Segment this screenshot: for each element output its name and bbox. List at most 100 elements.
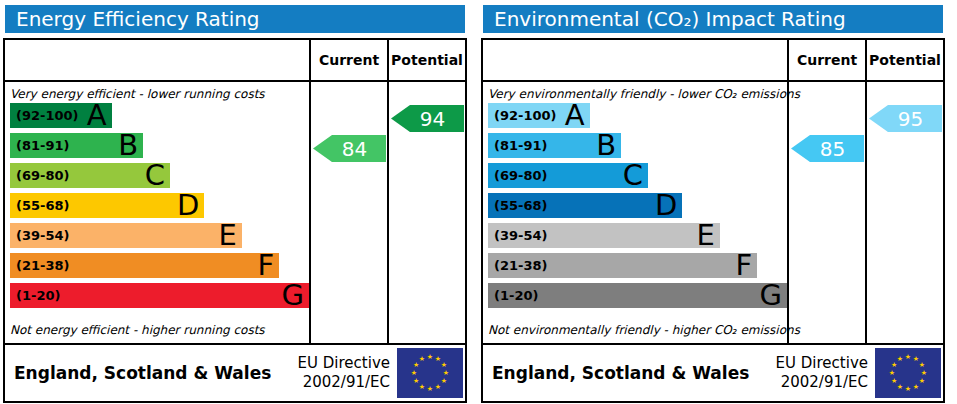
band-a: (92-100) A bbox=[10, 103, 112, 128]
band-letter: B bbox=[596, 133, 621, 158]
eu-flag-star: ★ bbox=[890, 377, 898, 385]
bottom-caption: Not energy efficient - higher running co… bbox=[5, 320, 309, 341]
rating-charts: Energy Efficiency Rating Current Potenti… bbox=[0, 0, 957, 403]
band-d: (55-68) D bbox=[488, 193, 682, 218]
table-head-row: Current Potential bbox=[483, 40, 943, 82]
eu-flag-icon: ★★★★★★★★★★★★ bbox=[397, 348, 463, 398]
band-f: (21-38) F bbox=[10, 253, 279, 278]
potential-column-header: Potential bbox=[387, 40, 465, 80]
top-caption: Very energy efficient - lower running co… bbox=[5, 84, 309, 103]
band-letter: E bbox=[218, 223, 241, 248]
table-main-row: Very energy efficient - lower running co… bbox=[5, 82, 465, 343]
band-range: (92-100) bbox=[488, 108, 557, 123]
region-label: England, Scotland & Wales bbox=[483, 363, 749, 383]
band-letter: C bbox=[623, 163, 648, 188]
band-range: (81-91) bbox=[10, 138, 69, 153]
bands-header-cell bbox=[5, 40, 309, 80]
eu-flag-star: ★ bbox=[426, 353, 434, 361]
eu-flag-star: ★ bbox=[440, 361, 448, 369]
band-range: (81-91) bbox=[488, 138, 547, 153]
chart-title-bar: Energy Efficiency Rating bbox=[5, 5, 465, 33]
eu-flag-star: ★ bbox=[410, 369, 418, 377]
band-range: (1-20) bbox=[488, 288, 538, 303]
rating-table: Current Potential Very energy efficient … bbox=[3, 38, 467, 403]
band-letter: D bbox=[177, 193, 204, 218]
band-range: (69-80) bbox=[488, 168, 547, 183]
band-letter: E bbox=[696, 223, 719, 248]
top-caption: Very environmentally friendly - lower CO… bbox=[483, 84, 787, 103]
bands-header-cell bbox=[483, 40, 787, 80]
eu-flag-star: ★ bbox=[920, 369, 928, 377]
band-d: (55-68) D bbox=[10, 193, 204, 218]
band-g: (1-20) G bbox=[488, 283, 787, 308]
band-letter: G bbox=[282, 283, 309, 308]
potential-column-header: Potential bbox=[865, 40, 943, 80]
eu-directive-label: EU Directive2002/91/EC bbox=[776, 354, 875, 392]
potential-column: 95 bbox=[865, 82, 943, 343]
eu-flag-star: ★ bbox=[412, 377, 420, 385]
eu-directive-label: EU Directive2002/91/EC bbox=[298, 354, 397, 392]
eu-flag-star: ★ bbox=[896, 355, 904, 363]
eu-flag-star: ★ bbox=[918, 361, 926, 369]
band-a: (92-100) A bbox=[488, 103, 590, 128]
table-footer-row: England, Scotland & Wales EU Directive20… bbox=[483, 343, 943, 401]
table-footer-row: England, Scotland & Wales EU Directive20… bbox=[5, 343, 465, 401]
current-column-header: Current bbox=[787, 40, 865, 80]
band-f: (21-38) F bbox=[488, 253, 757, 278]
current-rating-arrow: 84 bbox=[313, 135, 386, 162]
potential-rating-arrow: 94 bbox=[391, 105, 464, 132]
potential-column: 94 bbox=[387, 82, 465, 343]
band-c: (69-80) C bbox=[10, 163, 170, 188]
rating-chart: Energy Efficiency Rating Current Potenti… bbox=[3, 5, 467, 403]
band-range: (39-54) bbox=[488, 228, 547, 243]
band-e: (39-54) E bbox=[10, 223, 242, 248]
band-e: (39-54) E bbox=[488, 223, 720, 248]
eu-flag-star: ★ bbox=[434, 383, 442, 391]
band-b: (81-91) B bbox=[10, 133, 143, 158]
rating-bands: (92-100) A (81-91) B (69-80) C (55-68) D (39-54)… bbox=[5, 103, 309, 313]
current-rating-arrow: 85 bbox=[791, 135, 864, 162]
potential-rating-arrow: 95 bbox=[869, 105, 942, 132]
band-range: (21-38) bbox=[488, 258, 547, 273]
band-range: (39-54) bbox=[10, 228, 69, 243]
eu-flag-star: ★ bbox=[418, 355, 426, 363]
band-range: (55-68) bbox=[488, 198, 547, 213]
bottom-caption: Not environmentally friendly - higher CO… bbox=[483, 320, 787, 341]
band-letter: B bbox=[118, 133, 143, 158]
region-label: England, Scotland & Wales bbox=[5, 363, 271, 383]
eu-flag-star: ★ bbox=[904, 385, 912, 393]
current-column: 84 bbox=[309, 82, 387, 343]
band-letter: C bbox=[145, 163, 170, 188]
table-main-row: Very environmentally friendly - lower CO… bbox=[483, 82, 943, 343]
band-letter: A bbox=[87, 103, 112, 128]
current-column: 85 bbox=[787, 82, 865, 343]
band-b: (81-91) B bbox=[488, 133, 621, 158]
rating-table: Current Potential Very environmentally f… bbox=[481, 38, 945, 403]
band-range: (69-80) bbox=[10, 168, 69, 183]
eu-flag-star: ★ bbox=[912, 383, 920, 391]
bands-cell: Very environmentally friendly - lower CO… bbox=[483, 82, 787, 343]
band-letter: F bbox=[257, 253, 279, 278]
band-letter: A bbox=[565, 103, 590, 128]
eu-flag-star: ★ bbox=[888, 369, 896, 377]
bands-cell: Very energy efficient - lower running co… bbox=[5, 82, 309, 343]
rating-bands: (92-100) A (81-91) B (69-80) C (55-68) D (39-54)… bbox=[483, 103, 787, 313]
rating-chart: Environmental (CO₂) Impact Rating Curren… bbox=[481, 5, 945, 403]
band-g: (1-20)G bbox=[10, 283, 309, 308]
epc-certificate: Energy Efficiency Rating Current Potenti… bbox=[0, 0, 957, 404]
band-c: (69-80) C bbox=[488, 163, 648, 188]
band-range: (21-38) bbox=[10, 258, 69, 273]
eu-flag-icon: ★★★★★★★★★★★★ bbox=[875, 348, 941, 398]
chart-title: Environmental (CO₂) Impact Rating bbox=[494, 7, 846, 31]
band-range: (92-100) bbox=[10, 108, 79, 123]
eu-flag-star: ★ bbox=[426, 385, 434, 393]
chart-title-bar: Environmental (CO₂) Impact Rating bbox=[483, 5, 943, 33]
table-head-row: Current Potential bbox=[5, 40, 465, 82]
eu-flag-star: ★ bbox=[442, 369, 450, 377]
eu-flag-star: ★ bbox=[904, 353, 912, 361]
band-letter: F bbox=[735, 253, 757, 278]
band-range: (55-68) bbox=[10, 198, 69, 213]
band-letter: D bbox=[655, 193, 682, 218]
current-column-header: Current bbox=[309, 40, 387, 80]
band-letter: G bbox=[760, 283, 787, 308]
